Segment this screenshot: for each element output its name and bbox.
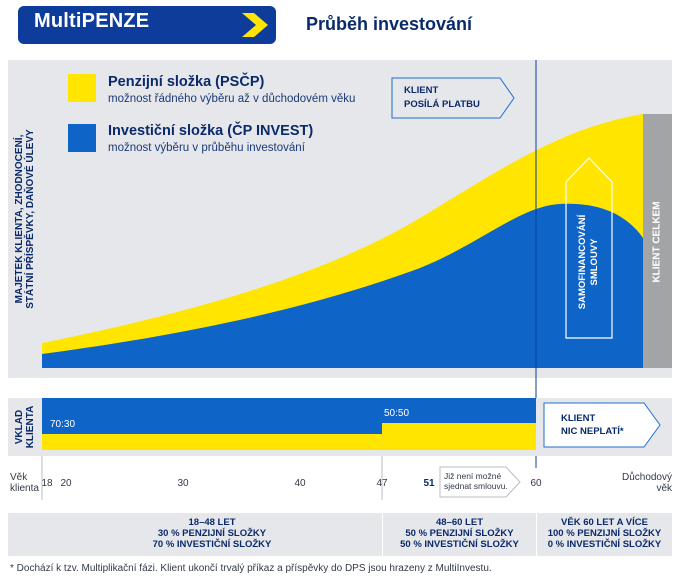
age-note-shape bbox=[439, 466, 521, 498]
tick-20: 20 bbox=[60, 478, 72, 489]
client-total-panel bbox=[643, 114, 672, 368]
phases-band bbox=[8, 513, 672, 556]
phase-3-line-3: 0 % INVESTIČNÍ SLOŽKY bbox=[547, 539, 662, 550]
age-axis-left-line-1: Věk bbox=[10, 472, 28, 483]
legend-desc-pension: možnost řádného výběru až v důchodovém v… bbox=[108, 93, 356, 105]
contribution-yellow-early bbox=[42, 434, 382, 450]
age-note-line-2: sjednat smlouvu. bbox=[444, 481, 508, 491]
phase-divider-2 bbox=[536, 513, 537, 556]
tick-47: 47 bbox=[376, 478, 388, 489]
age-note-text: Již není možné sjednat smlouvu. bbox=[444, 471, 508, 491]
contribution-blue-late bbox=[382, 398, 536, 423]
tick-40: 40 bbox=[294, 478, 306, 489]
phase-divider-1 bbox=[382, 513, 383, 556]
age-axis-right-label: Důchodový věk bbox=[616, 472, 672, 494]
phase-1-line-3: 70 % INVESTIČNÍ SLOŽKY bbox=[152, 539, 272, 550]
phase-3-line-2: 100 % PENZIJNÍ SLOŽKY bbox=[547, 528, 662, 539]
ratio-late: 50:50 bbox=[384, 408, 410, 419]
callout-pays-shape bbox=[391, 77, 515, 119]
age-axis-right-line-2: věk bbox=[656, 483, 672, 494]
chevron-right-icon bbox=[242, 13, 268, 37]
phase-2-line-3: 50 % INVESTIČNÍ SLOŽKY bbox=[400, 539, 519, 550]
multipenze-logo bbox=[18, 6, 276, 44]
contribution-yellow-late bbox=[382, 423, 536, 450]
investment-component-area bbox=[42, 203, 643, 368]
ratio-early: 70:30 bbox=[50, 419, 76, 430]
legend-desc-investment: možnost výběru v průběhu investování bbox=[108, 142, 305, 154]
phase-2-line-1: 48–60 LET bbox=[436, 517, 483, 528]
phase-2-line-2: 50 % PENZIJNÍ SLOŽKY bbox=[405, 528, 514, 539]
callout-pays-line-1: KLIENT bbox=[404, 85, 439, 96]
phase-1-line-2: 30 % PENZIJNÍ SLOŽKY bbox=[157, 528, 267, 539]
callout-pays-text: KLIENT POSÍLÁ PLATBU bbox=[404, 84, 480, 112]
callout-pays-line-2: POSÍLÁ PLATBU bbox=[404, 99, 480, 110]
callout-no-pay-shape bbox=[543, 402, 661, 448]
legend-title-pension: Penzijní složka (PSČP) bbox=[108, 74, 265, 90]
self-financing-arrow bbox=[565, 157, 613, 339]
phase-3-line-1: VĚK 60 LET A VÍCE bbox=[561, 517, 648, 528]
page-title: Průběh investování bbox=[306, 14, 473, 34]
tick-18: 18 bbox=[41, 478, 53, 489]
callout-no-pay-line-1: KLIENT bbox=[561, 413, 596, 424]
age-axis-left-line-2: klienta bbox=[10, 483, 39, 494]
callout-no-pay-text: KLIENT NIC NEPLATÍ* bbox=[561, 412, 624, 438]
footnote: * Dochází k tzv. Multiplikační fázi. Kli… bbox=[10, 563, 492, 574]
callout-no-pay-line-2: NIC NEPLATÍ* bbox=[561, 426, 624, 437]
tick-30: 30 bbox=[177, 478, 189, 489]
age-axis-left-label: Věk klienta bbox=[10, 472, 39, 494]
phase-1: 18–48 LET 30 % PENZIJNÍ SLOŽKY 70 % INVE… bbox=[42, 517, 382, 550]
phase-1-line-1: 18–48 LET bbox=[188, 517, 236, 528]
legend-swatch-pension bbox=[68, 74, 96, 102]
age-axis-right-line-1: Důchodový bbox=[621, 472, 672, 483]
tick-60: 60 bbox=[530, 478, 542, 489]
phase-2: 48–60 LET 50 % PENZIJNÍ SLOŽKY 50 % INVE… bbox=[383, 517, 536, 550]
legend-swatch-investment bbox=[68, 124, 96, 152]
tick-51: 51 bbox=[423, 478, 435, 489]
phase-3: VĚK 60 LET A VÍCE 100 % PENZIJNÍ SLOŽKY … bbox=[537, 517, 672, 550]
age-note-line-1: Již není možné bbox=[444, 471, 502, 481]
legend-title-investment: Investiční složka (ČP INVEST) bbox=[108, 123, 314, 139]
contribution-blue-early bbox=[42, 398, 382, 434]
logo-text: MultiPENZE bbox=[34, 10, 150, 32]
